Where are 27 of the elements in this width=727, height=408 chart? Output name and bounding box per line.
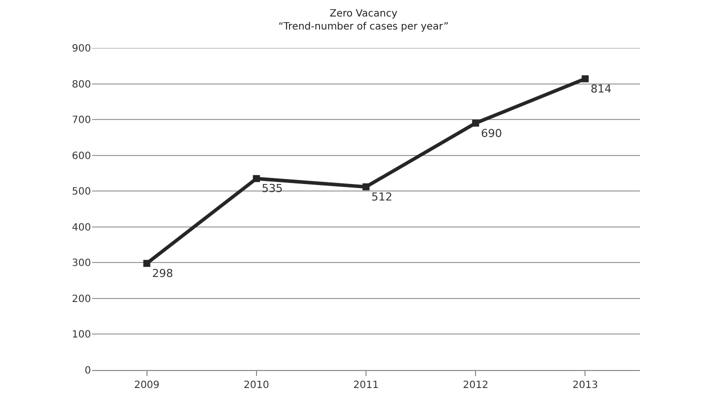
point (582, 75, 589, 82)
data-label: 512 (371, 190, 392, 204)
point (472, 120, 480, 127)
point (362, 183, 370, 190)
y-tick-label: 600 (72, 150, 91, 162)
x-tick-label: 2011 (353, 380, 379, 391)
y-tick-label: 200 (72, 294, 91, 305)
y-tick-label: 900 (72, 44, 91, 54)
data-label: 535 (262, 182, 283, 196)
x-tick-label: 2012 (462, 380, 488, 391)
y-tick-label: 100 (72, 330, 91, 341)
y-tick-label: 400 (72, 222, 91, 234)
data-label: 690 (480, 126, 502, 140)
chart-subtitle: “Trend-number of cases per year” (278, 21, 449, 32)
data-label: 814 (590, 82, 612, 96)
point (143, 260, 150, 267)
y-tick-label: 300 (72, 258, 91, 270)
x-tick-label: 2013 (572, 380, 598, 391)
point (252, 175, 260, 182)
y-tick-label: 0 (84, 366, 91, 376)
x-tick-label: 2010 (244, 380, 270, 391)
y-tick-label: 800 (72, 79, 91, 90)
chart-title: Zero Vacancy (330, 8, 398, 20)
data-label: 298 (152, 267, 174, 280)
x-tick-label: 2009 (134, 380, 160, 391)
y-tick-label: 700 (72, 115, 91, 126)
y-tick-label: 500 (72, 186, 91, 198)
